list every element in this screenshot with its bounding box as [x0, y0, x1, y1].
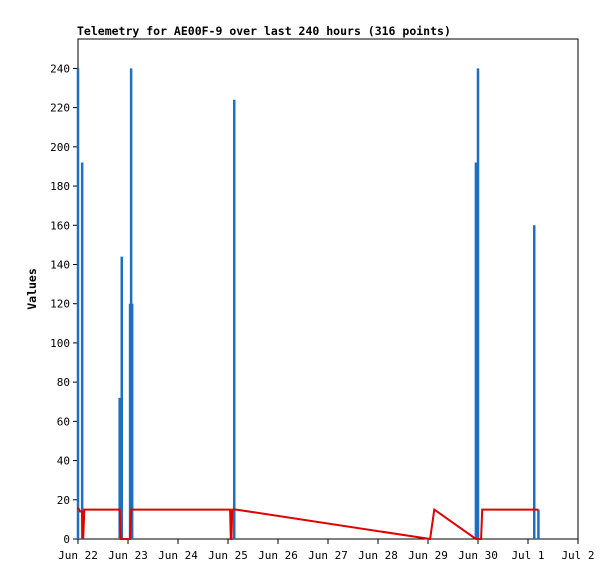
- y-tick-label: 180: [50, 180, 70, 193]
- x-tick-label: Jun 29: [408, 549, 448, 562]
- y-tick-label: 140: [50, 258, 70, 271]
- y-tick-label: 20: [57, 494, 70, 507]
- x-tick-label: Jun 27: [308, 549, 348, 562]
- y-tick-label: 220: [50, 102, 70, 115]
- x-tick-label: Jun 22: [58, 549, 98, 562]
- y-axis-title: Values: [25, 268, 39, 310]
- x-tick-label: Jun 30: [458, 549, 498, 562]
- y-tick-label: 100: [50, 337, 70, 350]
- y-tick-label: 80: [57, 376, 70, 389]
- y-tick-label: 0: [63, 533, 70, 546]
- plot-area: 0 20 40 60 80 100 120 140 160 180 200 220 240 Jun 22 J…: [50, 38, 595, 562]
- x-tick-label: Jul 1: [511, 549, 544, 562]
- y-tick-label: 40: [57, 455, 70, 468]
- x-tick-label: Jun 23: [108, 549, 148, 562]
- y-tick-label: 120: [50, 298, 70, 311]
- chart-title: Telemetry for AE00F-9 over last 240 hour…: [77, 24, 451, 38]
- x-tick-label: Jun 26: [258, 549, 298, 562]
- y-tick-label: 240: [50, 62, 70, 75]
- x-tick-label: Jul 2: [561, 549, 594, 562]
- plot-frame: [77, 38, 579, 540]
- y-tick-label: 160: [50, 219, 70, 232]
- y-tick-label: 60: [57, 415, 70, 428]
- series-line: [77, 507, 539, 541]
- y-tick-label: 200: [50, 141, 70, 154]
- x-tick-label: Jun 25: [208, 549, 248, 562]
- x-tick-label: Jun 24: [158, 549, 198, 562]
- x-tick-label: Jun 28: [358, 549, 398, 562]
